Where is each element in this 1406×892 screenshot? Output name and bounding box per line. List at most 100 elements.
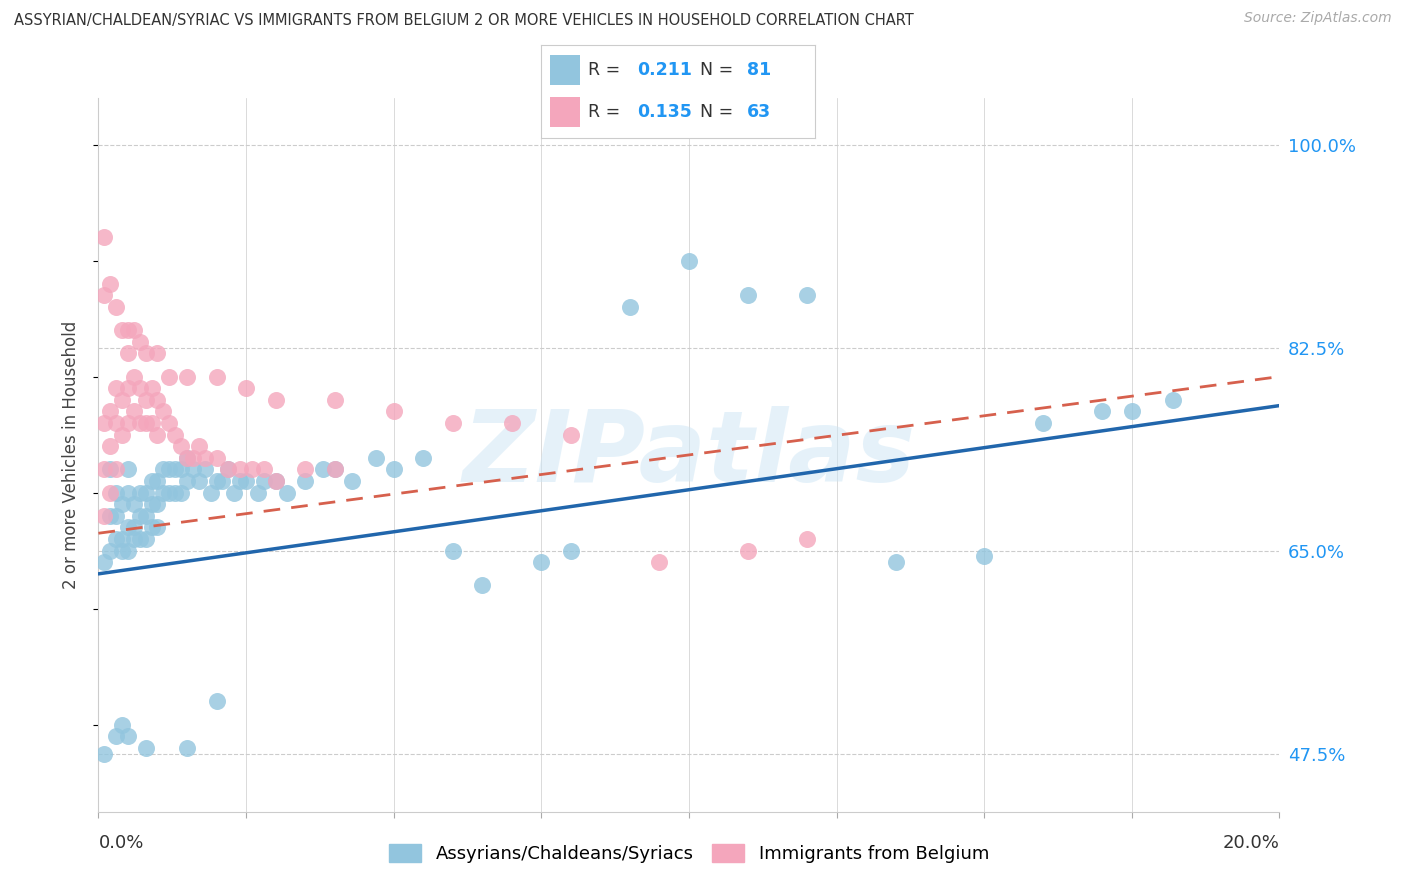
Point: [105, 381, 128, 395]
Point: [105, 729, 128, 743]
Point: [253, 462, 276, 476]
Point: [122, 404, 145, 418]
Point: [1161, 392, 1184, 407]
Bar: [550, 55, 579, 85]
Point: [98, 404, 121, 418]
Point: [194, 462, 217, 476]
Point: [224, 485, 246, 500]
Point: [294, 474, 316, 488]
Point: [117, 729, 139, 743]
Point: [122, 323, 145, 337]
Point: [135, 532, 157, 546]
Point: [737, 543, 759, 558]
Point: [264, 392, 287, 407]
Point: [135, 416, 157, 430]
Text: ZIPatlas: ZIPatlas: [463, 407, 915, 503]
Point: [93, 555, 115, 569]
Point: [105, 300, 128, 314]
Text: N =: N =: [700, 103, 740, 121]
Point: [98, 508, 121, 523]
Point: [128, 334, 150, 349]
Point: [117, 323, 139, 337]
Point: [796, 288, 818, 302]
Point: [294, 462, 316, 476]
Point: [146, 392, 169, 407]
Point: [135, 346, 157, 360]
Point: [560, 543, 582, 558]
Point: [973, 549, 995, 564]
Point: [648, 555, 671, 569]
Point: [176, 474, 198, 488]
Point: [264, 474, 287, 488]
Point: [98, 439, 121, 453]
Point: [240, 462, 263, 476]
Point: [382, 462, 405, 476]
Point: [93, 747, 115, 761]
Point: [205, 694, 228, 708]
Point: [165, 462, 187, 476]
Point: [229, 462, 252, 476]
Point: [128, 485, 150, 500]
Point: [157, 416, 180, 430]
Text: 0.211: 0.211: [637, 61, 692, 78]
Point: [146, 427, 169, 442]
Point: [111, 323, 134, 337]
Point: [187, 439, 209, 453]
Point: [146, 474, 169, 488]
Text: Source: ZipAtlas.com: Source: ZipAtlas.com: [1244, 11, 1392, 25]
Text: R =: R =: [588, 103, 626, 121]
Point: [93, 230, 115, 244]
Point: [1091, 404, 1114, 418]
Point: [217, 462, 239, 476]
Point: [312, 462, 335, 476]
Point: [229, 474, 252, 488]
Point: [98, 277, 121, 291]
Y-axis label: 2 or more Vehicles in Household: 2 or more Vehicles in Household: [62, 321, 80, 589]
Point: [342, 474, 364, 488]
Point: [441, 543, 464, 558]
Point: [205, 369, 228, 384]
Point: [235, 381, 257, 395]
Point: [128, 508, 150, 523]
Point: [93, 462, 115, 476]
Point: [1121, 404, 1143, 418]
Text: 63: 63: [747, 103, 770, 121]
Point: [187, 474, 209, 488]
Text: 0.0%: 0.0%: [98, 834, 143, 852]
Point: [181, 462, 204, 476]
Point: [111, 543, 134, 558]
Point: [146, 346, 169, 360]
Point: [141, 474, 163, 488]
Point: [93, 416, 115, 430]
Point: [619, 300, 641, 314]
Point: [530, 555, 553, 569]
Point: [170, 439, 193, 453]
Point: [128, 416, 150, 430]
Point: [117, 416, 139, 430]
Point: [165, 427, 187, 442]
Point: [253, 474, 276, 488]
Point: [141, 381, 163, 395]
Point: [98, 543, 121, 558]
Point: [364, 450, 387, 465]
Point: [117, 462, 139, 476]
Point: [170, 485, 193, 500]
Point: [117, 543, 139, 558]
Point: [560, 427, 582, 442]
Bar: [550, 97, 579, 127]
Point: [93, 508, 115, 523]
Point: [176, 369, 198, 384]
Point: [105, 416, 128, 430]
Text: N =: N =: [700, 61, 740, 78]
Point: [146, 520, 169, 534]
Point: [205, 450, 228, 465]
Point: [152, 404, 174, 418]
Point: [128, 532, 150, 546]
Point: [105, 462, 128, 476]
Point: [93, 288, 115, 302]
Point: [135, 485, 157, 500]
Point: [135, 392, 157, 407]
Point: [117, 346, 139, 360]
Point: [135, 740, 157, 755]
Point: [141, 520, 163, 534]
